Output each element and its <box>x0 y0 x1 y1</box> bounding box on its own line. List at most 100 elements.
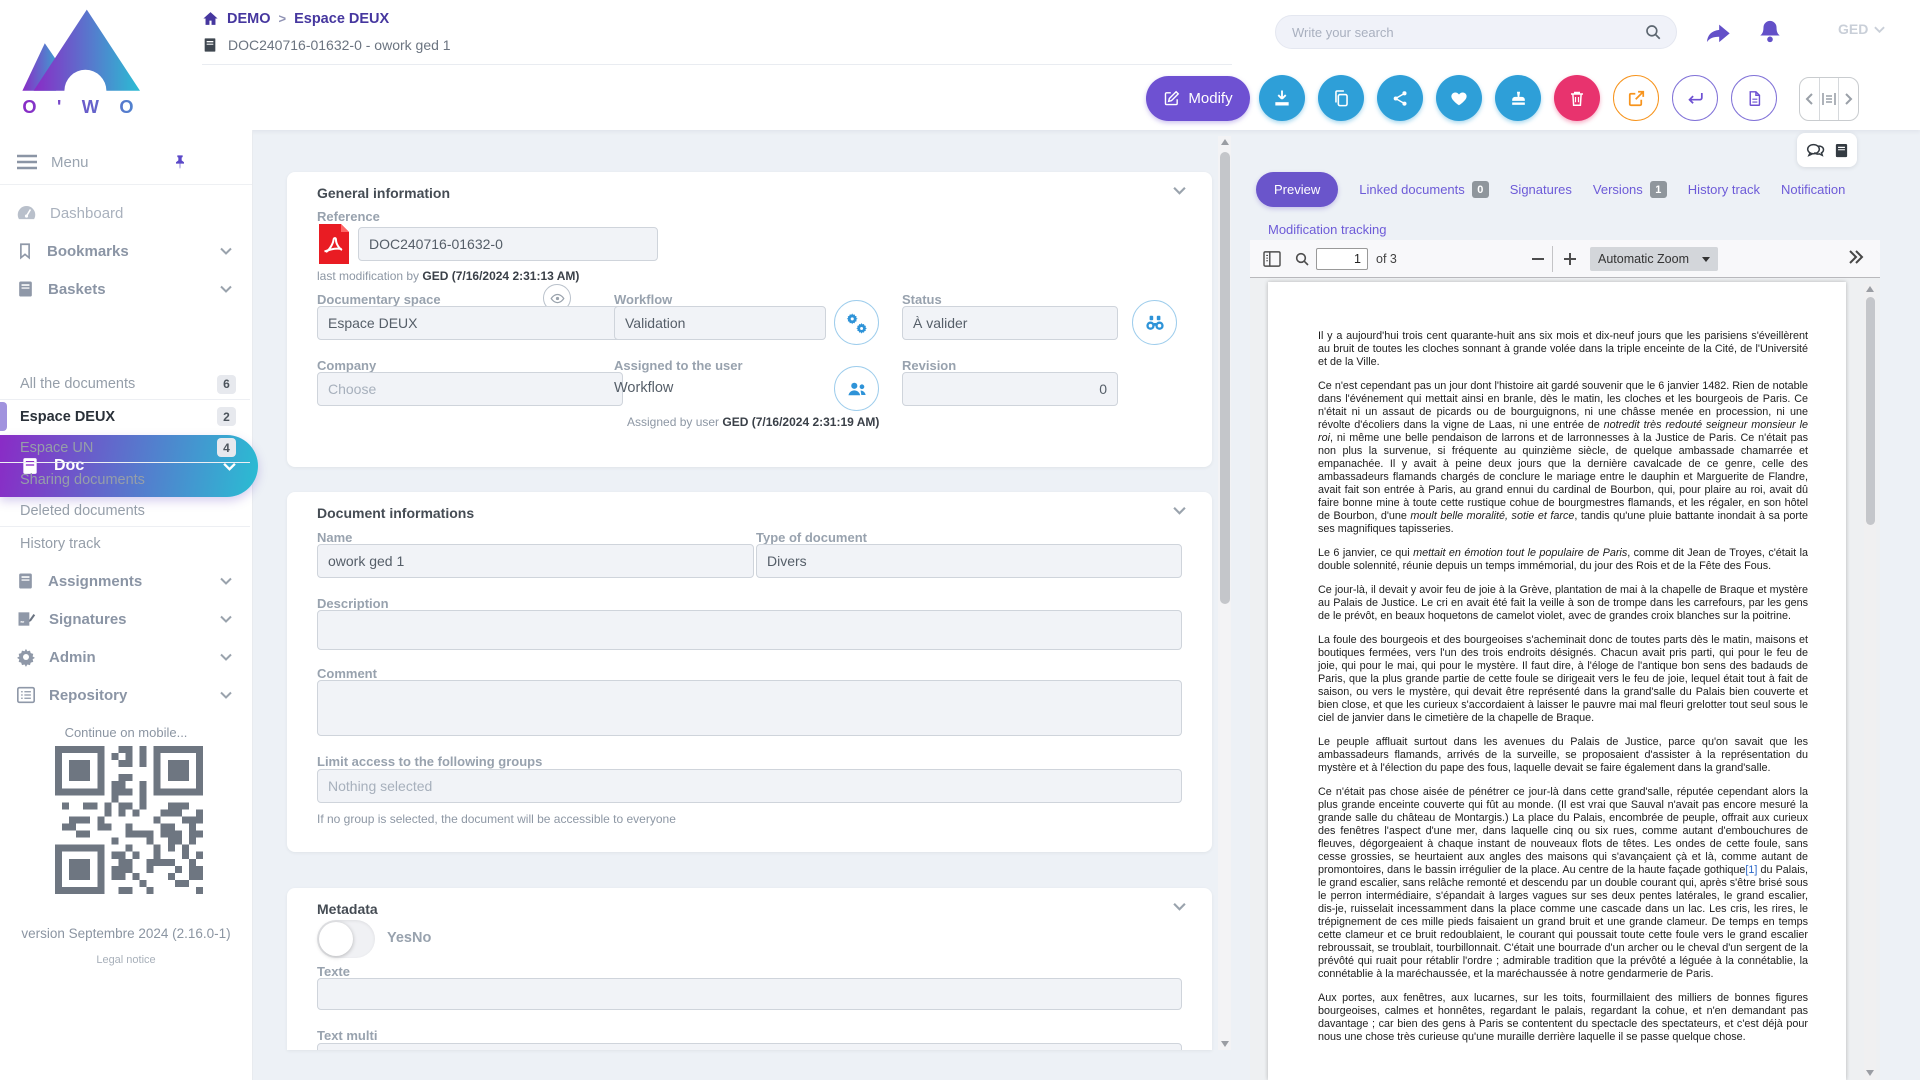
sidebar-item-label: Bookmarks <box>47 242 129 260</box>
document-properties-button[interactable] <box>1731 75 1777 121</box>
collapse-section-button[interactable] <box>1173 902 1186 911</box>
status-input[interactable] <box>902 306 1118 340</box>
text-multi-input[interactable] <box>317 1043 1182 1050</box>
sidebar-item-history-track[interactable]: History track <box>0 527 250 560</box>
download-button[interactable] <box>1259 75 1305 121</box>
modify-button[interactable]: Modify <box>1146 76 1250 121</box>
pdf-find-button[interactable] <box>1290 247 1314 271</box>
pager-list-button[interactable] <box>1818 78 1839 120</box>
scroll-up-arrow[interactable] <box>1220 139 1229 145</box>
tab-preview[interactable]: Preview <box>1256 172 1339 207</box>
chevron-left-icon <box>1805 93 1814 105</box>
delete-button[interactable] <box>1554 75 1600 121</box>
sidebar-item-espace-deux[interactable]: Espace DEUX 2 <box>0 400 250 433</box>
notifications-button[interactable] <box>1756 17 1784 47</box>
documentary-space-input[interactable] <box>317 306 623 340</box>
assign-users-button[interactable] <box>834 366 879 411</box>
favorite-button[interactable] <box>1436 75 1482 121</box>
breadcrumb-section[interactable]: Espace DEUX <box>294 10 390 27</box>
document-title-line: DOC240716-01632-0 - owork ged 1 <box>202 36 451 54</box>
type-of-document-input[interactable] <box>756 544 1182 578</box>
return-button[interactable] <box>1672 75 1718 121</box>
sidebar-item-signatures[interactable]: Signatures <box>0 600 252 638</box>
sidebar-item-baskets[interactable]: Baskets <box>0 270 252 308</box>
collapse-section-button[interactable] <box>1173 186 1186 195</box>
comments-icon[interactable] <box>1806 142 1826 158</box>
limit-groups-input[interactable] <box>317 769 1182 803</box>
pager-prev-button[interactable] <box>1800 78 1819 120</box>
double-chevron-right-icon <box>1849 250 1864 264</box>
tab-signatures[interactable]: Signatures <box>1509 182 1572 197</box>
pdf-scrollbar-thumb[interactable] <box>1865 297 1875 525</box>
pdf-file-icon <box>319 224 349 264</box>
main-scrollbar-thumb[interactable] <box>1219 152 1230 604</box>
sidebar-item-dashboard[interactable]: Dashboard <box>0 194 252 232</box>
search-bar[interactable] <box>1275 15 1677 49</box>
sidebar-item-admin[interactable]: Admin <box>0 638 252 676</box>
tab-modification-tracking[interactable]: Modification tracking <box>1268 222 1387 237</box>
chevron-down-icon <box>1702 256 1710 262</box>
zoom-out-button[interactable] <box>1526 247 1550 271</box>
sidebar-item-sharing-documents[interactable]: Sharing documents <box>0 463 250 496</box>
collapse-section-button[interactable] <box>1173 506 1186 515</box>
document-informations-card: Document informations Name Type of docum… <box>287 492 1212 852</box>
chevron-right-icon <box>1844 93 1853 105</box>
pdf-scroll-up-arrow[interactable] <box>1866 286 1874 292</box>
sidebar-item-espace-un[interactable]: Espace UN 4 <box>0 433 250 463</box>
tab-notification[interactable]: Notification <box>1781 182 1846 197</box>
sidebar-item-all-documents[interactable]: All the documents 6 <box>0 369 250 400</box>
header-divider <box>202 64 1232 65</box>
stamp-button[interactable] <box>1495 75 1541 121</box>
breadcrumb-home[interactable]: DEMO <box>227 10 271 27</box>
name-label: Name <box>317 530 353 545</box>
bookmark-icon <box>20 243 30 260</box>
share-shortcut-button[interactable] <box>1703 20 1733 48</box>
status-search-button[interactable] <box>1132 300 1177 345</box>
page-number-input[interactable] <box>1316 248 1368 270</box>
company-input[interactable] <box>317 372 623 406</box>
chevron-down-icon <box>1874 26 1886 33</box>
yesno-toggle[interactable] <box>317 920 375 958</box>
workflow-settings-button[interactable] <box>834 300 879 345</box>
texte-input[interactable] <box>317 978 1182 1010</box>
name-input[interactable] <box>317 544 754 578</box>
tab-history-track[interactable]: History track <box>1687 182 1761 197</box>
pager-next-button[interactable] <box>1838 78 1858 120</box>
menu-toggle[interactable]: Menu <box>0 142 252 182</box>
pin-sidebar-button[interactable] <box>172 153 188 171</box>
search-icon[interactable] <box>1644 23 1662 41</box>
user-menu[interactable]: GED <box>1838 21 1886 37</box>
tab-versions[interactable]: Versions 1 <box>1593 181 1667 198</box>
open-external-button[interactable] <box>1613 75 1659 121</box>
sidebar-item-repository[interactable]: Repository <box>0 676 252 714</box>
tab-badge: 1 <box>1649 181 1667 198</box>
zoom-level-select[interactable]: Automatic Zoom <box>1590 247 1718 271</box>
legal-notice-link[interactable]: Legal notice <box>96 954 156 966</box>
scroll-down-arrow[interactable] <box>1220 1041 1229 1047</box>
pdf-scroll-down-arrow[interactable] <box>1866 1070 1874 1076</box>
reference-input[interactable] <box>358 227 658 261</box>
sidebar-item-assignments[interactable]: Assignments <box>0 562 252 600</box>
sidebar-item-bookmarks[interactable]: Bookmarks <box>0 232 252 270</box>
count-badge: 6 <box>217 374 236 394</box>
sidebar-item-doc-active[interactable]: Doc <box>0 435 258 497</box>
sidebar-item-deleted-documents[interactable]: Deleted documents <box>0 496 250 527</box>
tab-linked-documents[interactable]: Linked documents 0 <box>1359 181 1489 198</box>
sidebar-toggle-icon <box>1263 251 1281 267</box>
zoom-in-button[interactable] <box>1558 247 1582 271</box>
comment-textarea[interactable] <box>317 680 1182 736</box>
toggle-sidebar-button[interactable] <box>1260 247 1284 271</box>
chevron-down-icon <box>220 691 232 699</box>
share-button[interactable] <box>1377 75 1423 121</box>
baskets-icon <box>19 281 32 297</box>
toolbar-more-button[interactable] <box>1844 245 1868 269</box>
revision-input[interactable] <box>902 372 1118 406</box>
sub-item-label: Deleted documents <box>20 503 145 519</box>
search-input[interactable] <box>1290 23 1644 41</box>
workflow-input[interactable] <box>614 306 826 340</box>
sub-item-label: History track <box>20 535 101 552</box>
description-textarea[interactable] <box>317 610 1182 650</box>
copy-button[interactable] <box>1318 75 1364 121</box>
document-view-icon[interactable] <box>1834 142 1849 159</box>
